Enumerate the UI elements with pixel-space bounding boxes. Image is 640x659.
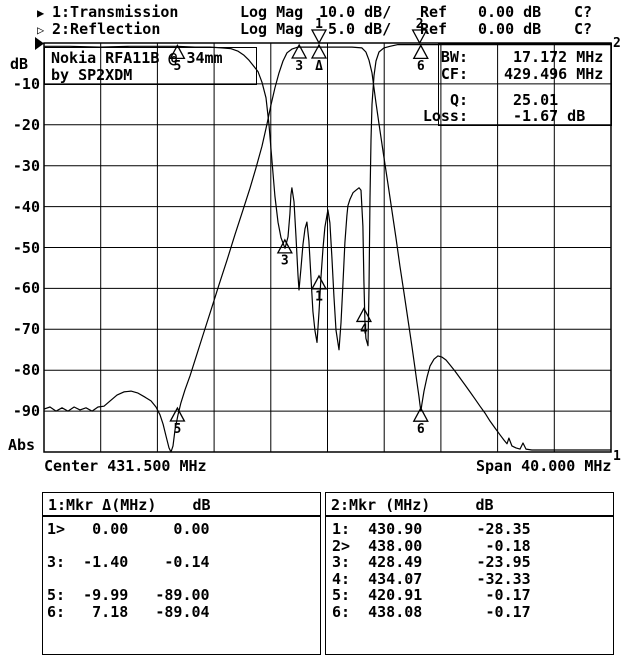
marker-Δ-trace1-icon [310, 43, 328, 59]
stimulus-marker-label: 2 [416, 17, 424, 32]
marker-table-trace2-header-row: 2:Mkr (MHz) dB [326, 495, 613, 517]
stimulus-marker-2-icon [411, 29, 428, 45]
trace1-cal-status: C? [574, 3, 593, 21]
marker-table-trace2: 2:Mkr (MHz) dB 1: 430.90 -28.35 2> 438.00… [325, 492, 614, 655]
stat-value: 17.172 MHz [513, 48, 604, 66]
marker-table-trace2-header: 2:Mkr (MHz) dB [331, 496, 494, 514]
stimulus-marker-1-icon [310, 29, 328, 45]
stats-box [438, 43, 612, 126]
trace2-name: 2:Reflection [52, 20, 161, 38]
marker-label: 6 [417, 422, 425, 437]
y-axis-unit: dB [10, 55, 29, 73]
trace-transmission [43, 46, 611, 453]
trace1-name: 1:Transmission [52, 3, 179, 21]
marker-table-row: 1> 0.00 0.00 [47, 520, 210, 538]
x-axis-center-label: Center 431.500 MHz [44, 457, 207, 475]
marker-label: 5 [173, 59, 181, 74]
marker-table-trace1-header: 1:Mkr Δ(MHz) dB [48, 496, 211, 514]
trace2-active-icon: ▷ [37, 23, 45, 37]
trace2-ref-label: Ref [420, 20, 448, 38]
trace2-format: Log Mag [240, 20, 304, 38]
marker-6-trace1-icon [412, 406, 429, 422]
y-tick-label: -70 [12, 320, 40, 338]
trace1-format: Log Mag [240, 3, 304, 21]
trace2-cal-status: C? [574, 20, 593, 38]
y-tick-label: -20 [12, 116, 40, 134]
marker-label: 4 [360, 322, 368, 337]
marker-label: 1 [315, 290, 323, 305]
y-tick-label: -30 [12, 157, 40, 175]
marker-table-row: 1: 430.90 -28.35 [332, 520, 531, 538]
y-tick-label: -40 [12, 198, 40, 216]
marker-table-row: 4: 434.07 -32.33 [332, 570, 531, 588]
marker-3-trace2-icon [276, 238, 293, 254]
device-author: by SP2XDM [51, 66, 133, 84]
marker-table-row: 5: -9.99 -89.00 [47, 586, 210, 604]
graticule-frame [43, 42, 612, 453]
device-annotation-box: Nokia RFA11B @ 34mm by SP2XDM [44, 47, 257, 85]
trace1-active-icon: ▶ [37, 6, 45, 20]
x-axis-span-label: Span 40.000 MHz [476, 457, 612, 475]
marker-4-trace2-icon [355, 307, 373, 323]
marker-table-row: 3: -1.40 -0.14 [47, 553, 210, 571]
stat-label: CF: [440, 65, 468, 83]
stat-value: 429.496 MHz [504, 65, 604, 83]
marker-1-trace2-icon [310, 274, 328, 290]
stat-value: -1.67 dB [513, 107, 586, 125]
y-tick-label: -80 [12, 361, 40, 379]
stat-value: 25.01 [513, 91, 559, 109]
marker-5-trace2-icon [169, 44, 186, 60]
stat-label: BW: [440, 48, 468, 66]
marker-table-row: 6: 438.08 -0.17 [332, 603, 531, 621]
marker-table-trace1: 1:Mkr Δ(MHz) dB 1> 0.00 0.00 3: -1.40 -0.… [42, 492, 321, 655]
trace1-ref-value: 0.00 dB [478, 3, 542, 21]
marker-label: 6 [417, 59, 425, 74]
trace-reflection [44, 43, 611, 351]
marker-label: Δ [315, 59, 323, 74]
device-name: Nokia RFA11B @ 34mm [51, 49, 223, 67]
y-tick-label: -60 [12, 279, 40, 297]
marker-table-row: 5: 420.91 -0.17 [332, 586, 531, 604]
stat-label: Q: [449, 91, 468, 109]
y-tick-label: -90 [12, 402, 40, 420]
marker-table-trace1-header-row: 1:Mkr Δ(MHz) dB [43, 495, 320, 517]
trace2-ref-value: 0.00 dB [478, 20, 542, 38]
trace2-scale: 5.0 dB/ [328, 20, 392, 38]
trace1-scale: 10.0 dB/ [319, 3, 392, 21]
marker-label: 3 [281, 254, 289, 269]
ref-level-indicator-icon [35, 37, 44, 50]
trace2-id-superscript: 2 [613, 36, 621, 51]
marker-6-trace2-icon [412, 44, 429, 60]
marker-label: 5 [173, 422, 181, 437]
stimulus-marker-label: 1 [315, 17, 323, 32]
y-tick-label: -50 [12, 239, 40, 257]
marker-label: 3 [295, 59, 303, 74]
marker-3-trace1-icon [291, 43, 308, 59]
y-axis-abs-label: Abs [8, 436, 36, 454]
trace1-id-superscript: 1 [613, 449, 621, 464]
marker-5-trace1-icon [169, 406, 186, 422]
marker-table-row: 3: 428.49 -23.95 [332, 553, 531, 571]
marker-table-row: 6: 7.18 -89.04 [47, 603, 210, 621]
y-tick-label: -10 [12, 75, 40, 93]
marker-table-row: 2> 438.00 -0.18 [332, 537, 531, 555]
trace1-ref-label: Ref [420, 3, 448, 21]
stat-label: Loss: [422, 107, 468, 125]
